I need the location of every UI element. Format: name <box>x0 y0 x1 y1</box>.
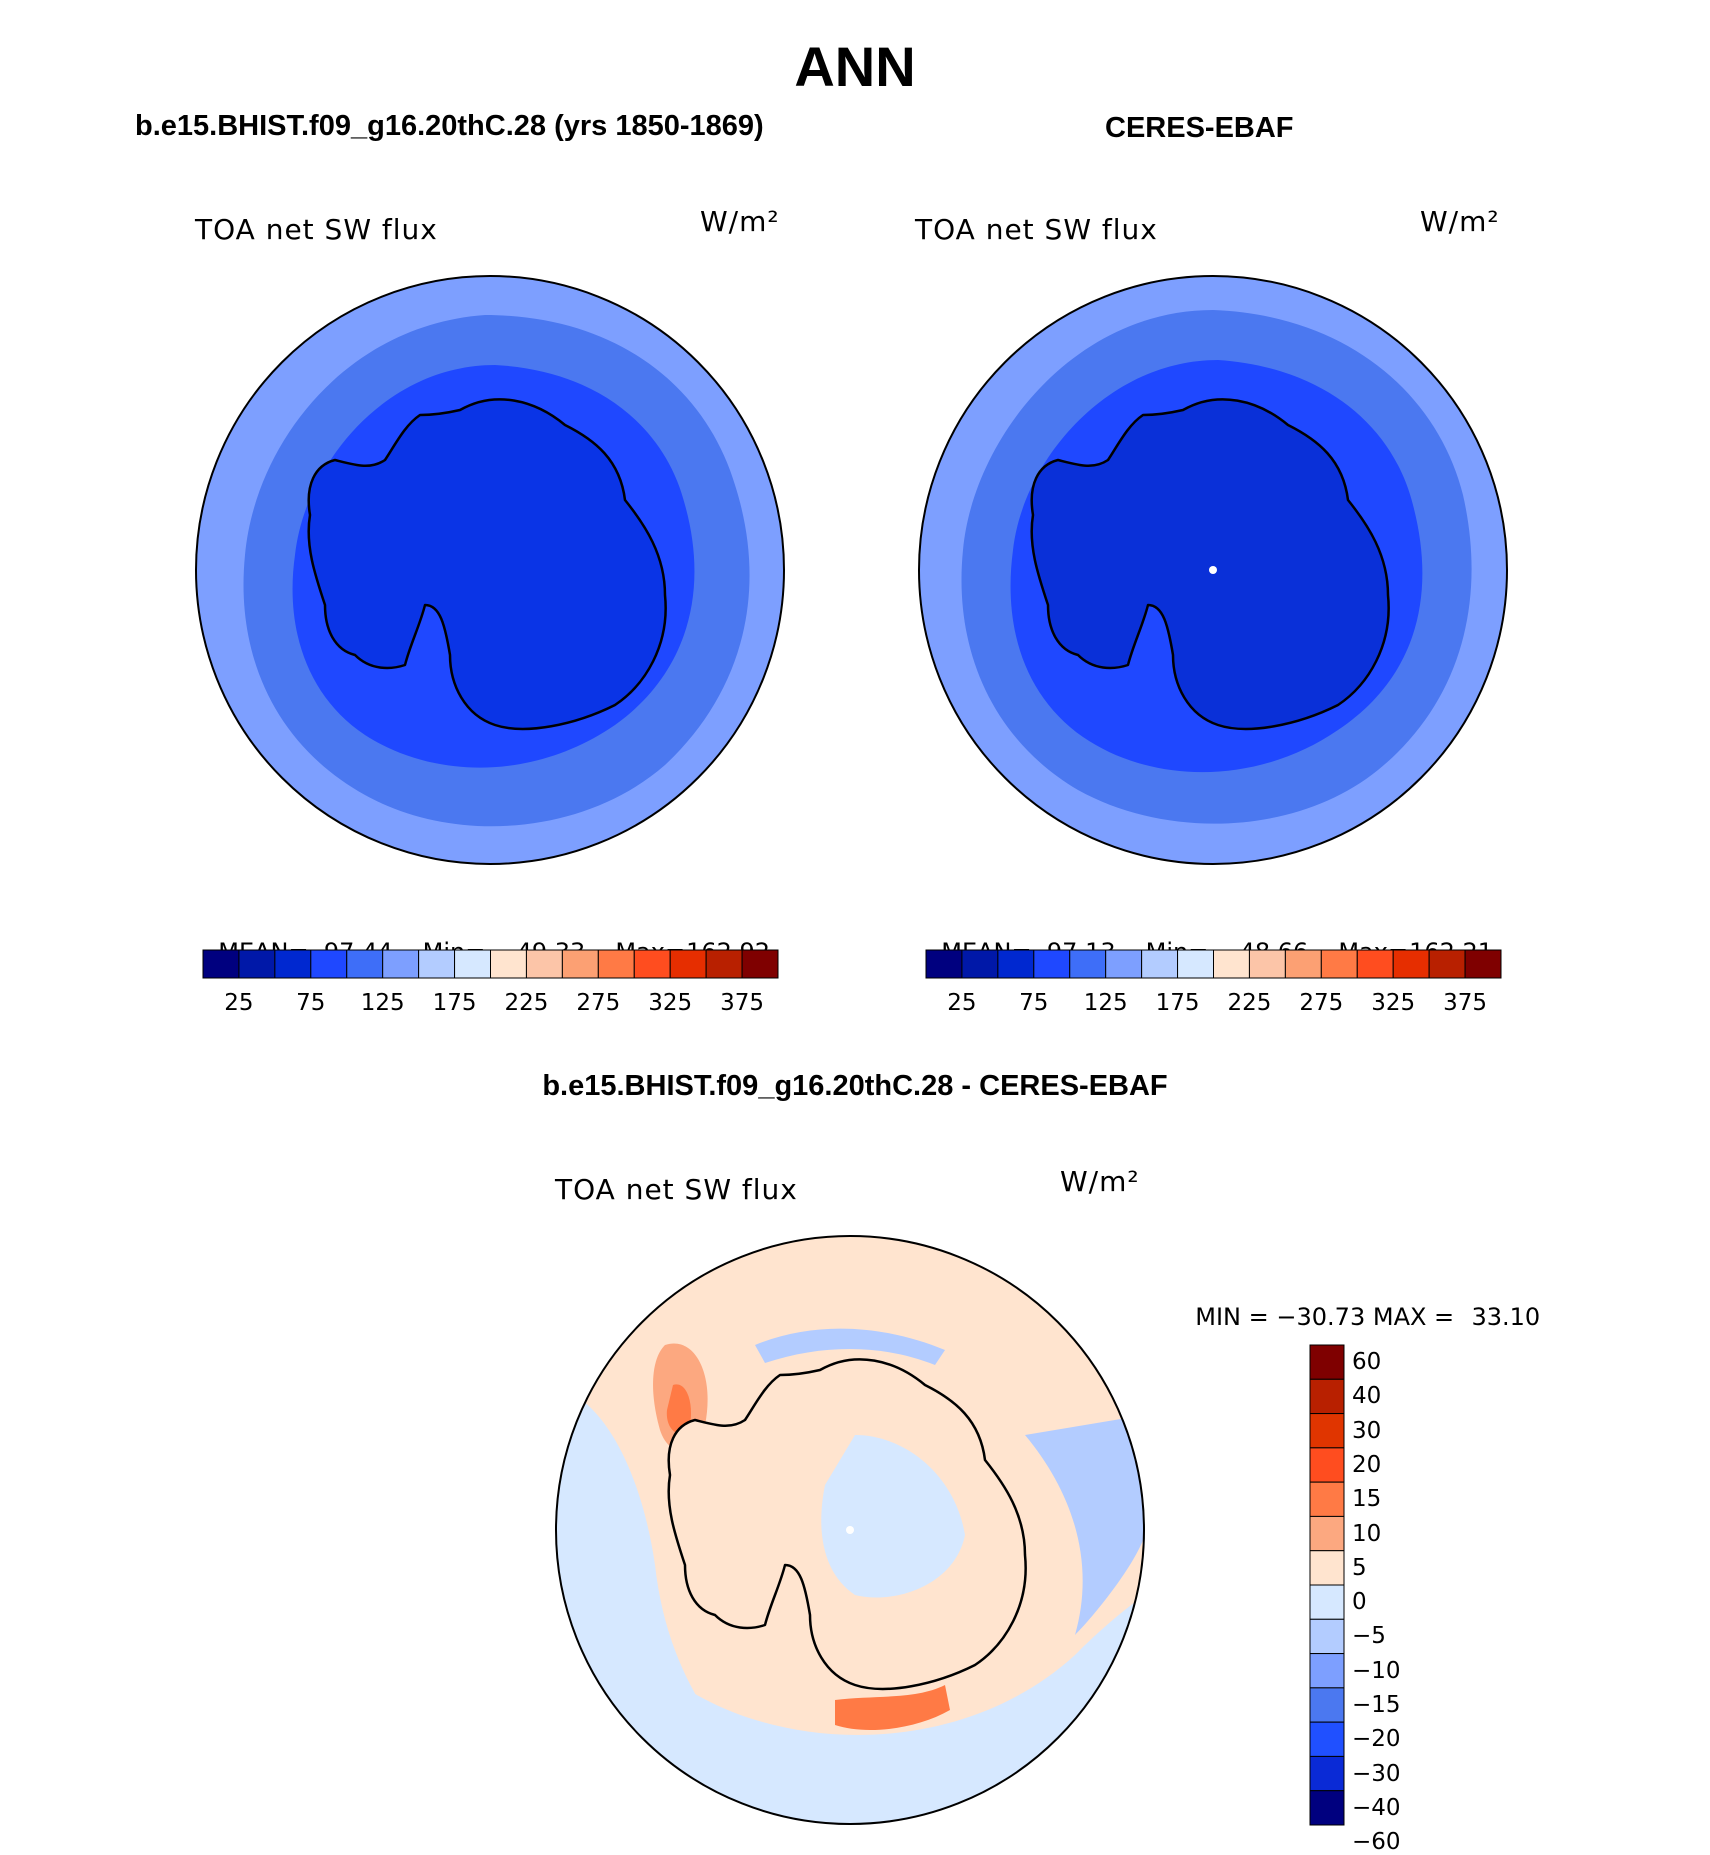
obs-colorbar-swatch <box>1248 949 1286 979</box>
model-colorbar-swatch <box>633 949 671 979</box>
model-colorbar-swatch <box>705 949 743 979</box>
obs-colorbar-swatch <box>961 949 999 979</box>
obs-colorbar-tick-label: 75 <box>1019 990 1049 1016</box>
model-colorbar-swatch <box>597 949 635 979</box>
obs-colorbar-swatch <box>1033 949 1071 979</box>
diff-colorbar-swatch <box>1309 1378 1345 1415</box>
obs-colorbar-tick-label: 325 <box>1371 990 1416 1016</box>
diff-colorbar-swatch <box>1309 1790 1345 1826</box>
model-panel-title: b.e15.BHIST.f09_g16.20thC.28 (yrs 1850-1… <box>135 110 764 142</box>
model-colorbar-swatch <box>382 949 420 979</box>
obs-colorbar-swatch <box>1141 949 1179 979</box>
diff-positive-patch-south <box>835 1685 950 1730</box>
diff-antarctica-interior-negative <box>821 1435 965 1598</box>
model-polar-map <box>195 275 785 865</box>
diff-min-label: MIN = <box>1195 1303 1269 1331</box>
obs-colorbar-swatch <box>1320 949 1358 979</box>
obs-colorbar-swatch <box>1428 949 1466 979</box>
obs-colorbar-swatch <box>1392 949 1430 979</box>
model-colorbar-swatch <box>454 949 491 979</box>
model-colorbar-tick-label: 225 <box>504 990 549 1016</box>
obs-colorbar-swatch <box>1284 949 1322 979</box>
diff-variable-label: TOA net SW flux <box>555 1173 798 1206</box>
diff-colorbar-swatch <box>1309 1344 1345 1380</box>
diff-negative-band-south <box>556 1595 1144 1824</box>
obs-colorbar-tick-label: 125 <box>1083 990 1128 1016</box>
diff-colorbar-swatch <box>1309 1481 1345 1517</box>
obs-colorbar-tick-label: 175 <box>1155 990 1200 1016</box>
obs-panel-title: CERES-EBAF <box>1105 112 1294 144</box>
diff-colorbar-swatch <box>1309 1584 1345 1620</box>
obs-colorbar-ticks: 25 75 125 175 225 275 325 375 <box>926 990 1501 1020</box>
obs-colorbar-swatch <box>1213 949 1250 979</box>
model-units-label: W/m² <box>700 205 780 238</box>
diff-negative-ring-north <box>755 1328 945 1365</box>
model-colorbar-swatch <box>669 949 707 979</box>
diff-colorbar-swatch <box>1309 1618 1345 1655</box>
model-colorbar-swatch <box>741 949 779 979</box>
diff-panel-title: b.e15.BHIST.f09_g16.20thC.28 - CERES-EBA… <box>542 1070 1168 1102</box>
model-colorbar-swatch <box>525 949 563 979</box>
model-colorbar-tick-label: 275 <box>576 990 621 1016</box>
obs-colorbar-swatch <box>1105 949 1143 979</box>
obs-colorbar-tick-label: 375 <box>1443 990 1488 1016</box>
model-antarctica <box>307 398 667 731</box>
diff-colorbar-swatch <box>1309 1515 1345 1552</box>
obs-colorbar-tick-label: 225 <box>1227 990 1272 1016</box>
diff-pole-marker <box>846 1526 854 1534</box>
obs-colorbar-swatch <box>925 949 963 979</box>
diff-colorbar-swatch <box>1309 1755 1345 1792</box>
diff-positive-core-northwest <box>666 1384 692 1434</box>
diff-colorbar-swatch <box>1309 1721 1345 1757</box>
diff-min-value: −30.73 <box>1276 1303 1366 1331</box>
model-colorbar-swatch <box>490 949 527 979</box>
obs-colorbar <box>925 949 1502 979</box>
figure-title: ANN <box>794 35 916 98</box>
obs-colorbar-swatch <box>1464 949 1502 979</box>
diff-colorbar-swatch <box>1309 1413 1345 1449</box>
model-colorbar-ticks: 25 75 125 175 225 275 325 375 <box>203 990 778 1020</box>
diff-colorbar-ticks: 60 40 30 20 15 10 5 0 −5 −10 −15 −20 −30 −40 −60 <box>1352 1349 1401 1855</box>
diff-max-value: 33.10 <box>1471 1303 1541 1331</box>
obs-colorbar-swatch <box>1069 949 1107 979</box>
model-colorbar-swatch <box>202 949 240 979</box>
model-colorbar-swatch <box>346 949 384 979</box>
obs-colorbar-tick-label: 275 <box>1299 990 1344 1016</box>
diff-colorbar-swatch <box>1309 1447 1345 1483</box>
diff-colorbar-swatch <box>1309 1687 1345 1723</box>
obs-colorbar-swatch <box>1356 949 1394 979</box>
model-colorbar-tick-label: 325 <box>648 990 693 1016</box>
obs-polar-map <box>918 275 1508 865</box>
model-colorbar-tick-label: 375 <box>720 990 765 1016</box>
obs-colorbar-swatch <box>997 949 1035 979</box>
diff-negative-band-east <box>1025 1415 1144 1635</box>
model-colorbar <box>202 949 779 979</box>
obs-variable-label: TOA net SW flux <box>915 213 1158 246</box>
model-colorbar-tick-label: 25 <box>224 990 254 1016</box>
obs-pole-marker <box>1209 566 1217 574</box>
obs-colorbar-swatch <box>1177 949 1214 979</box>
diff-max-label: MAX = <box>1372 1303 1455 1331</box>
diff-colorbar-swatch <box>1309 1653 1345 1689</box>
model-variable-label: TOA net SW flux <box>195 213 438 246</box>
diff-colorbar <box>1309 1344 1345 1826</box>
obs-colorbar-tick-label: 25 <box>947 990 977 1016</box>
model-colorbar-tick-label: 125 <box>360 990 405 1016</box>
model-colorbar-tick-label: 75 <box>296 990 326 1016</box>
diff-stats: MIN = −30.73 MAX = 33.10 <box>1180 1275 1540 1331</box>
model-colorbar-swatch <box>238 949 276 979</box>
model-colorbar-swatch <box>310 949 348 979</box>
diff-colorbar-swatch <box>1309 1550 1345 1586</box>
model-colorbar-swatch <box>418 949 456 979</box>
model-colorbar-swatch <box>561 949 599 979</box>
diff-units-label: W/m² <box>1060 1165 1140 1198</box>
obs-antarctica <box>1030 398 1390 731</box>
model-colorbar-tick-label: 175 <box>432 990 477 1016</box>
diff-polar-map <box>555 1235 1145 1825</box>
model-colorbar-swatch <box>274 949 312 979</box>
obs-units-label: W/m² <box>1420 205 1500 238</box>
